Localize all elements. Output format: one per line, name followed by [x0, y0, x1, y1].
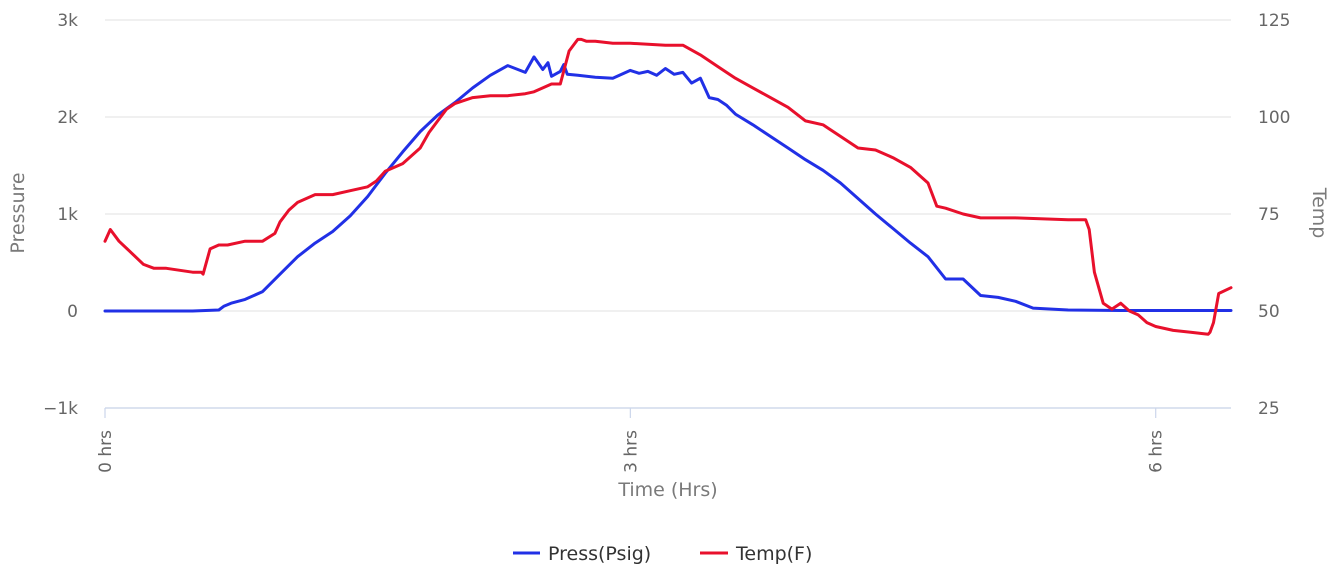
- y-left-tick-label: 2k: [57, 108, 78, 128]
- y-right-tick-label: 75: [1258, 205, 1280, 225]
- legend-item-temp[interactable]: Temp(F): [700, 543, 812, 565]
- series-line-press: [103, 55, 1233, 313]
- y-left-tick-label: 1k: [57, 205, 78, 225]
- x-tick-label: 6 hrs: [1147, 430, 1167, 473]
- y-right-axis-title: Temp: [1308, 187, 1330, 239]
- y-axis-left: −1k 0 1k 2k 3k: [43, 11, 78, 419]
- y-right-tick-label: 25: [1258, 399, 1280, 419]
- series-line-temp: [103, 37, 1233, 336]
- y-right-tick-label: 50: [1258, 302, 1280, 322]
- y-axis-right: 25 50 75 100 125: [1258, 11, 1290, 419]
- y-left-tick-label: 0: [67, 302, 78, 322]
- grid-lines: [105, 19, 1231, 409]
- legend-label-temp: Temp(F): [735, 543, 812, 565]
- x-axis: 0 hrs 3 hrs 6 hrs: [96, 407, 1231, 473]
- y-left-tick-label: −1k: [43, 399, 78, 419]
- x-tick-label: 0 hrs: [96, 430, 116, 473]
- y-right-tick-label: 100: [1258, 108, 1290, 128]
- legend-label-press: Press(Psig): [548, 543, 651, 565]
- legend-item-press[interactable]: Press(Psig): [513, 543, 651, 565]
- x-tick-label: 3 hrs: [621, 430, 641, 473]
- y-left-tick-label: 3k: [57, 11, 78, 31]
- x-axis-title: Time (Hrs): [617, 479, 717, 501]
- plot-area: [103, 37, 1233, 336]
- y-left-axis-title: Pressure: [7, 172, 29, 253]
- y-right-tick-label: 125: [1258, 11, 1290, 31]
- legend: Press(Psig) Temp(F): [513, 543, 812, 565]
